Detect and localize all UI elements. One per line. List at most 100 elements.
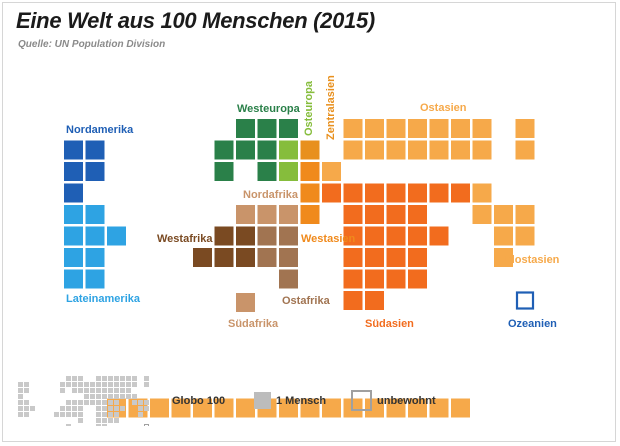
globe-thumbnail-square [108,400,113,405]
person-square-westafrika [193,248,212,267]
person-square-suedostasien [472,205,492,224]
person-square-suedasien [365,183,384,203]
globe-thumbnail-square [108,406,113,411]
label-ozeanien: Ozeanien [508,318,557,330]
globe-thumbnail-square [78,382,83,387]
globe-thumbnail-square [60,382,65,387]
globe-thumbnail-square [24,388,29,393]
person-square-suedasien [451,183,470,203]
person-square-westafrika [236,248,255,267]
person-square-westeuropa [279,119,298,138]
person-square-ostasien [429,119,449,138]
globe-thumbnail-square [114,400,119,405]
person-square-ostasien [343,398,363,418]
globe-thumbnail-square [144,382,149,387]
label-lateinamerika: Lateinamerika [66,293,140,305]
globe-thumbnail-square [126,394,131,399]
person-square-ostasien [343,140,363,160]
person-square-ostasien [214,398,234,418]
person-square-ostasien [150,398,169,418]
globe-thumbnail-square [18,388,23,393]
person-square-lateinamerika [85,269,105,289]
person-square-ostasien [429,140,449,160]
person-square-westasien [300,162,320,181]
globe-thumbnail-square [90,382,95,387]
person-square-ostasien [365,140,384,160]
person-square-suedostasien [515,205,535,224]
person-square-westeuropa [214,162,234,181]
person-square-osteuropa [279,162,298,181]
person-square-suedostasien [515,226,535,246]
person-square-nordamerika [85,162,105,181]
person-square-ostasien [322,162,341,181]
person-square-westasien [300,205,320,224]
person-square-westafrika [214,226,234,246]
globe-100-thumbnail [18,376,149,426]
person-square-westeuropa [236,140,255,160]
person-square-ostasien [408,398,427,418]
person-square-suedasien [408,226,427,246]
person-square-suedasien [386,248,406,267]
person-square-lateinamerika [85,205,105,224]
globe-thumbnail-square [138,412,143,417]
globe-thumbnail-square [84,394,89,399]
globe-thumbnail-square [72,376,77,381]
globe-thumbnail-square [72,382,77,387]
person-square-nordafrika [257,205,277,224]
globe-thumbnail-square [72,400,77,405]
globe-thumbnail-square [72,412,77,417]
person-square-ostasien [322,398,341,418]
globe-thumbnail-square [114,418,119,423]
person-square-lateinamerika [107,226,126,246]
globe-thumbnail-square [66,382,71,387]
globe-thumbnail-square [132,376,137,381]
person-square-suedasien [365,269,384,289]
person-square-suedasien [365,291,384,310]
globe-thumbnail-square [120,382,125,387]
person-square-ostafrika [279,248,298,267]
globe-thumbnail-square [78,388,83,393]
person-square-ostasien [429,398,449,418]
globe-thumbnail-square [144,400,149,405]
globe-thumbnail-square [78,400,83,405]
person-square-suedostasien [472,183,492,203]
person-square-lateinamerika [85,226,105,246]
legend-person-square [254,392,271,409]
person-square-suedasien [408,269,427,289]
globe-thumbnail-square [108,394,113,399]
person-square-nordamerika [85,140,105,160]
person-square-lateinamerika [64,205,83,224]
globe-thumbnail-square [108,382,113,387]
person-square-suedasien [343,248,363,267]
person-square-suedostasien [494,248,513,267]
chart-title: Eine Welt aus 100 Menschen (2015) [16,8,375,33]
legend-person-label: 1 Mensch [276,395,327,407]
globe-thumbnail-square [102,424,107,426]
person-square-lateinamerika [64,269,83,289]
person-square-westafrika [236,226,255,246]
globe-thumbnail-square [126,388,131,393]
person-square-nordamerika [64,183,83,203]
person-square-suedostasien [494,226,513,246]
person-square-suedasien [343,226,363,246]
person-square-westeuropa [257,162,277,181]
person-square-ostasien [451,398,470,418]
person-square-ostasien [408,119,427,138]
globe-thumbnail-square [24,406,29,411]
globe-thumbnail-square [96,376,101,381]
globe-thumbnail-square [66,400,71,405]
person-square-westafrika [214,248,234,267]
person-square-ostafrika [257,248,277,267]
person-square-ostasien [193,398,212,418]
person-square-ostasien [408,140,427,160]
globe-thumbnail-square [24,400,29,405]
person-square-nordafrika [279,205,298,224]
person-square-suedasien [365,248,384,267]
label-nordafrika: Nordafrika [243,189,299,201]
person-square-ostafrika [279,269,298,289]
person-square-ozeanien [515,291,535,310]
person-square-ostasien [386,140,406,160]
globe-thumbnail-square [114,394,119,399]
globe-thumbnail-square [18,406,23,411]
